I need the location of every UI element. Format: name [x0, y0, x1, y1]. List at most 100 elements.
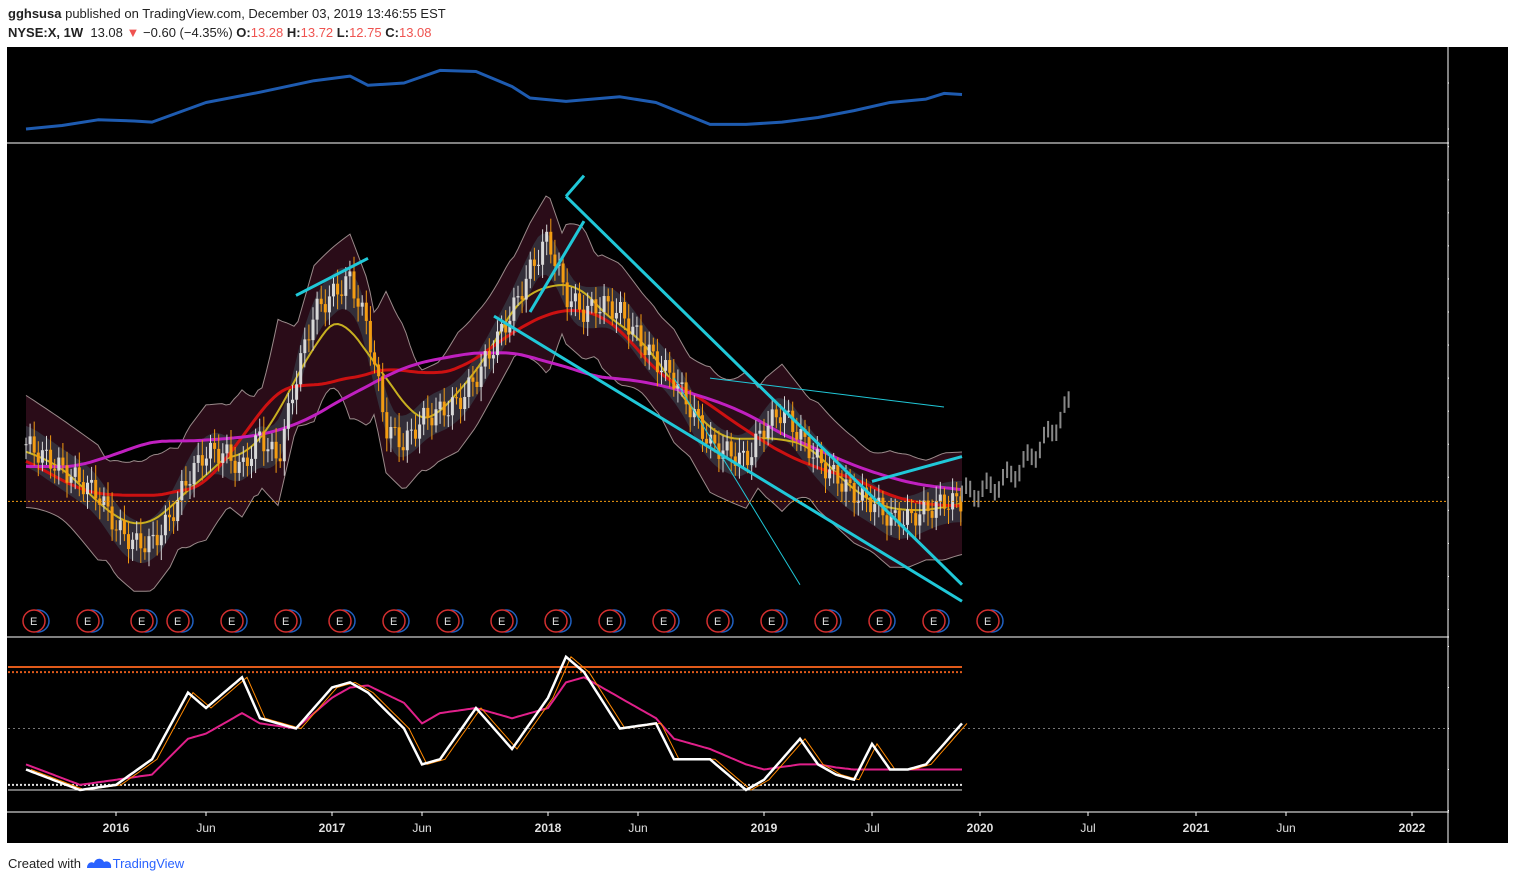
- candle-body: [504, 324, 508, 333]
- candle-body: [295, 384, 299, 400]
- candle-body: [127, 534, 130, 550]
- earnings-label: E: [282, 616, 289, 628]
- candle-body: [824, 463, 827, 479]
- candle-body: [606, 296, 610, 302]
- candle-body: [65, 465, 69, 483]
- candle-body: [266, 449, 270, 452]
- candle-body: [582, 309, 586, 322]
- trendline: [564, 195, 964, 586]
- earnings-marker[interactable]: E: [814, 609, 842, 633]
- candle-body: [114, 529, 118, 531]
- earnings-marker[interactable]: E: [598, 609, 626, 633]
- candle-body: [225, 444, 229, 454]
- candle-body: [705, 438, 709, 444]
- candle-body: [660, 370, 663, 373]
- earnings-circle: [598, 609, 622, 633]
- candle-body: [307, 339, 311, 341]
- candle-body: [959, 496, 963, 512]
- candle-body: [110, 506, 114, 530]
- candle-body: [81, 482, 85, 495]
- earnings-marker[interactable]: E: [130, 609, 158, 633]
- candle-body: [254, 435, 258, 459]
- earnings-marker[interactable]: E: [382, 609, 410, 633]
- candle-body: [496, 331, 499, 356]
- candle-body: [57, 457, 61, 471]
- earnings-marker[interactable]: E: [868, 609, 896, 633]
- candle-body: [204, 458, 208, 466]
- chart-canvas[interactable]: 80M40M 13.0856.0052.0048.0044.0040.0036.…: [7, 47, 1508, 843]
- candle-body: [446, 415, 450, 417]
- candle-body: [815, 449, 819, 458]
- candle-body: [807, 436, 811, 459]
- candle-body: [250, 458, 253, 466]
- candle-body: [286, 403, 290, 429]
- tradingview-brand-link[interactable]: TradingView: [112, 856, 185, 871]
- earnings-marker[interactable]: E: [976, 609, 1004, 633]
- candle-body: [241, 457, 245, 462]
- earnings-marker[interactable]: E: [436, 609, 464, 633]
- earnings-marker[interactable]: E: [22, 609, 50, 633]
- low-value: 12.75: [349, 25, 382, 40]
- author-name[interactable]: gghsusa: [8, 6, 62, 21]
- candle-body: [459, 397, 463, 410]
- candle-body: [631, 326, 635, 335]
- earnings-marker[interactable]: E: [166, 609, 194, 633]
- volume-average-line: [25, 68, 963, 131]
- earnings-marker[interactable]: E: [652, 609, 680, 633]
- candle-body: [655, 351, 659, 373]
- earnings-label: E: [444, 616, 451, 628]
- earnings-label: E: [336, 616, 343, 628]
- candle-body: [635, 325, 639, 327]
- candle-body: [98, 498, 102, 505]
- earnings-circle: [166, 609, 190, 633]
- candle-body: [184, 480, 188, 486]
- earnings-marker[interactable]: E: [760, 609, 788, 633]
- earnings-marker[interactable]: E: [706, 609, 734, 633]
- symbol-label[interactable]: NYSE:X, 1W: [8, 25, 84, 40]
- candle-body: [61, 457, 65, 466]
- candle-body: [463, 396, 467, 410]
- candle-body: [598, 312, 602, 314]
- oscillator-fast-line: [25, 654, 963, 792]
- candle-body: [639, 325, 643, 347]
- candle-body: [692, 408, 696, 418]
- candle-body: [278, 458, 282, 462]
- earnings-marker[interactable]: E: [922, 609, 950, 633]
- earnings-circle: [220, 609, 244, 633]
- candle-body: [282, 428, 286, 462]
- candle-body: [102, 496, 106, 505]
- candle-body: [24, 444, 28, 446]
- down-arrow-icon: ▼: [126, 25, 140, 40]
- earnings-circle: [652, 609, 676, 633]
- candle-body: [565, 282, 569, 308]
- candle-body: [139, 533, 143, 549]
- earnings-marker[interactable]: E: [76, 609, 104, 633]
- candle-body: [737, 452, 741, 466]
- earnings-circle: [328, 609, 352, 633]
- axes: 2016 Jun 2017 Jun 2018 Jun 2019 Jul 2020 Jul 2021 J…: [7, 47, 1508, 843]
- candle-body: [512, 297, 516, 321]
- candle-body: [750, 457, 754, 466]
- last-price: 13.08: [90, 25, 123, 40]
- candle-body: [77, 467, 81, 483]
- candle-body: [889, 512, 893, 526]
- earnings-marker[interactable]: E: [328, 609, 356, 633]
- candle-body: [192, 462, 196, 485]
- candle-body: [848, 479, 852, 484]
- candle-body: [590, 299, 594, 306]
- candle-body: [40, 450, 44, 463]
- candle-body: [918, 514, 922, 526]
- earnings-marker[interactable]: E: [544, 609, 572, 633]
- publish-info: gghsusa published on TradingView.com, De…: [8, 6, 446, 21]
- earnings-marker[interactable]: E: [490, 609, 518, 633]
- earnings-marker[interactable]: E: [220, 609, 248, 633]
- candle-body: [860, 487, 864, 501]
- earnings-marker[interactable]: E: [274, 609, 302, 633]
- candle-body: [483, 351, 487, 367]
- candle-body: [947, 508, 950, 510]
- candle-body: [828, 469, 832, 479]
- candle-body: [73, 467, 77, 477]
- candle-body: [147, 536, 151, 553]
- candle-body: [930, 511, 934, 518]
- candle-body: [303, 339, 307, 354]
